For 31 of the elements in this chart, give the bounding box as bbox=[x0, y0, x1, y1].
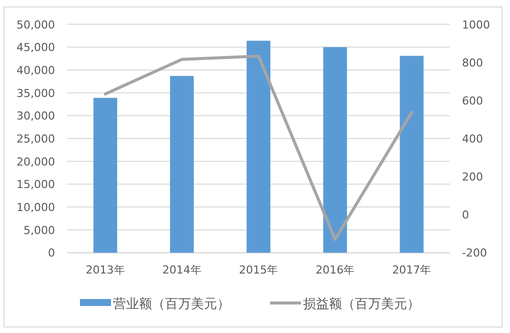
legend-label: 损益额（百万美元） bbox=[303, 296, 420, 312]
y-tick-label: 45,000 bbox=[16, 41, 55, 54]
x-tick-label: 2013年 bbox=[86, 264, 125, 277]
bar bbox=[323, 47, 347, 253]
y2-tick-label: 600 bbox=[462, 94, 483, 108]
y-tick-label: 15,000 bbox=[16, 178, 55, 192]
y-tick-label: 40,000 bbox=[16, 64, 55, 77]
y2-tick-label: -200 bbox=[462, 246, 487, 260]
y-tick-label: 10,000 bbox=[16, 201, 55, 214]
x-tick-label: 2016年 bbox=[316, 264, 355, 277]
line-series bbox=[104, 54, 414, 241]
y2-tick-label: 200 bbox=[462, 170, 483, 184]
bar bbox=[400, 56, 424, 253]
x-tick-label: 2017年 bbox=[392, 264, 432, 277]
y-tick-label: 5,000 bbox=[24, 224, 55, 237]
y-tick-label: 50,000 bbox=[16, 18, 55, 32]
y2-tick-label: 800 bbox=[462, 56, 483, 70]
y-tick-label: 30,000 bbox=[16, 110, 55, 123]
bar bbox=[93, 98, 118, 253]
legend-label: 营业额（百万美元） bbox=[113, 296, 230, 312]
y2-tick-label: 0 bbox=[462, 208, 469, 222]
y-tick-label: 35,000 bbox=[16, 86, 55, 100]
x-tick-label: 2015年 bbox=[239, 264, 278, 277]
y-tick-label: 0 bbox=[48, 246, 55, 260]
y2-tick-label: 400 bbox=[462, 132, 483, 146]
bar bbox=[246, 40, 270, 253]
x-tick-label: 2014年 bbox=[162, 264, 202, 277]
bar bbox=[170, 76, 194, 253]
y-tick-label: 25,000 bbox=[16, 132, 55, 146]
y2-tick-label: 1000 bbox=[462, 18, 490, 32]
y-tick-label: 20,000 bbox=[16, 155, 55, 168]
